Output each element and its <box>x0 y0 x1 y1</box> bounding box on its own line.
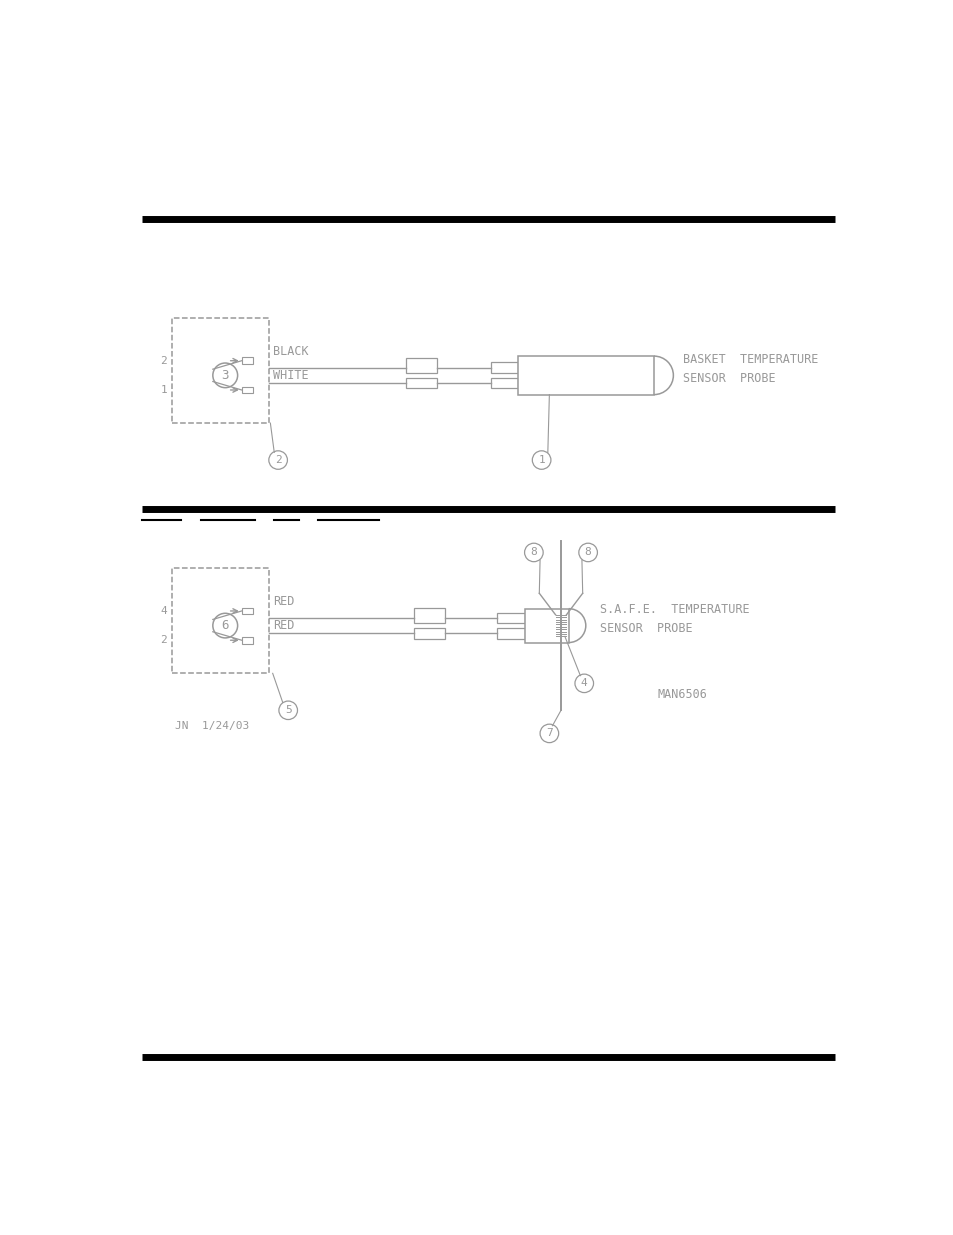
FancyBboxPatch shape <box>241 608 253 615</box>
Text: 4: 4 <box>160 606 167 616</box>
Text: JN  1/24/03: JN 1/24/03 <box>174 721 249 731</box>
Text: 1: 1 <box>537 454 544 466</box>
FancyBboxPatch shape <box>517 356 654 395</box>
Text: RED: RED <box>273 595 294 608</box>
Text: 4: 4 <box>580 678 587 688</box>
Text: RED: RED <box>273 619 294 632</box>
FancyBboxPatch shape <box>241 357 253 364</box>
Text: MAN6506: MAN6506 <box>658 688 707 701</box>
FancyBboxPatch shape <box>241 637 253 643</box>
Text: S.A.F.E.  TEMPERATURE
SENSOR  PROBE: S.A.F.E. TEMPERATURE SENSOR PROBE <box>599 604 749 636</box>
Text: 1: 1 <box>160 385 167 395</box>
FancyBboxPatch shape <box>491 378 517 389</box>
FancyBboxPatch shape <box>524 609 568 642</box>
FancyBboxPatch shape <box>414 608 444 624</box>
FancyBboxPatch shape <box>491 362 517 373</box>
FancyBboxPatch shape <box>406 358 436 373</box>
Text: BASKET  TEMPERATURE
SENSOR  PROBE: BASKET TEMPERATURE SENSOR PROBE <box>682 353 818 385</box>
Text: 8: 8 <box>530 547 537 557</box>
Text: 2: 2 <box>160 635 167 645</box>
Text: 7: 7 <box>545 729 552 739</box>
Text: 6: 6 <box>221 619 229 632</box>
Text: 3: 3 <box>221 369 229 382</box>
Text: 5: 5 <box>285 705 292 715</box>
FancyBboxPatch shape <box>497 613 524 624</box>
Text: WHITE: WHITE <box>273 368 308 382</box>
FancyBboxPatch shape <box>497 627 524 638</box>
Text: 8: 8 <box>584 547 591 557</box>
FancyBboxPatch shape <box>241 387 253 394</box>
Text: 2: 2 <box>160 356 167 366</box>
Text: BLACK: BLACK <box>273 345 308 358</box>
FancyBboxPatch shape <box>414 627 444 638</box>
FancyBboxPatch shape <box>406 378 436 389</box>
Text: 2: 2 <box>274 454 281 466</box>
